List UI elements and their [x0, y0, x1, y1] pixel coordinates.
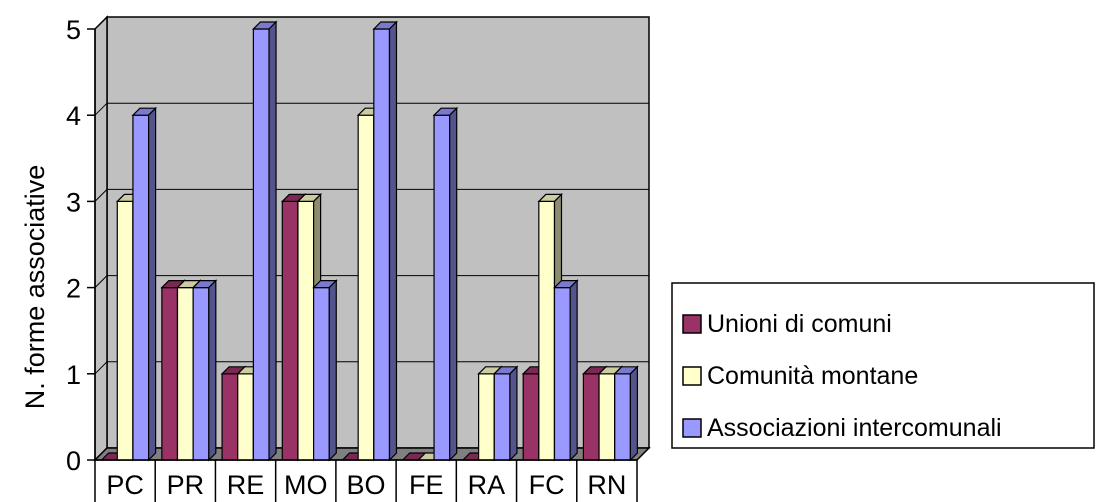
- bar-front: [116, 200, 134, 461]
- bar-side: [569, 279, 578, 462]
- gridline: [94, 361, 649, 375]
- y-tick-label: 5: [66, 15, 81, 45]
- y-axis-title: N. forme associative: [20, 165, 50, 410]
- bar: [312, 279, 338, 462]
- bars: [100, 20, 639, 462]
- y-tick-label: 4: [66, 101, 81, 131]
- gridline: [94, 188, 649, 202]
- bar: [613, 365, 639, 462]
- bar-front: [522, 373, 540, 461]
- bar-front: [161, 287, 179, 461]
- bar-front: [357, 114, 375, 461]
- gridlines: [94, 16, 649, 375]
- legend-label: Comunità montane: [707, 362, 918, 390]
- bar-side: [147, 106, 157, 462]
- bar: [372, 20, 398, 462]
- bar-side: [268, 20, 277, 462]
- bar-side: [208, 279, 217, 462]
- bar: [251, 20, 278, 462]
- bar-front: [553, 287, 571, 461]
- bar-front: [176, 287, 194, 461]
- y-tick-label: 2: [66, 274, 81, 304]
- bar-front: [313, 287, 330, 461]
- legend-swatch: [682, 366, 702, 386]
- legend-box: [671, 282, 1095, 449]
- x-tick-label: RE: [227, 470, 265, 500]
- x-tick-label: MO: [284, 470, 328, 500]
- gridline: [94, 275, 649, 288]
- x-tick-label: BO: [346, 470, 385, 500]
- bar: [432, 106, 459, 462]
- bar-front: [237, 373, 254, 461]
- x-tick-label: PR: [167, 470, 205, 500]
- bar-front: [252, 28, 270, 461]
- bar-side: [388, 20, 398, 462]
- y-tick-label: 3: [66, 187, 81, 217]
- y-tick-labels: 0 1 2 3 4 5: [66, 15, 96, 476]
- side-wall: [94, 15, 108, 462]
- bar-front: [297, 200, 315, 461]
- x-tick-label: PC: [106, 470, 144, 500]
- bar: [131, 106, 158, 462]
- bar-front: [132, 114, 150, 461]
- bar-front: [493, 373, 511, 461]
- x-tick-label: FE: [409, 470, 444, 500]
- legend-label: Unioni di comuni: [707, 310, 892, 338]
- bar-side: [328, 279, 337, 462]
- y-tick-label: 0: [66, 446, 81, 476]
- bar-front: [614, 373, 631, 461]
- x-category-labels: PC PR RE MO BO FE RA FC RN: [94, 459, 638, 502]
- bar: [492, 365, 519, 462]
- bar-front: [582, 373, 600, 461]
- bar-front: [433, 114, 451, 461]
- legend-label: Associazioni intercomunali: [707, 414, 1002, 442]
- bar-front: [478, 373, 495, 461]
- y-tick-label: 1: [66, 360, 81, 390]
- bar-front: [598, 373, 616, 461]
- x-tick-label: RA: [468, 470, 506, 500]
- bar-front: [538, 200, 556, 461]
- gridline: [94, 102, 649, 116]
- bar-front: [221, 373, 239, 461]
- bar: [191, 279, 218, 462]
- bar-front: [192, 287, 210, 461]
- bar-front: [281, 200, 299, 461]
- legend: Unioni di comuni Comunità montane Associaz…: [671, 282, 1095, 449]
- x-tick-label: FC: [529, 470, 565, 500]
- legend-swatch: [682, 314, 702, 334]
- bar-side: [629, 365, 638, 462]
- legend-swatch: [682, 418, 702, 438]
- x-tick-label: RN: [587, 470, 626, 500]
- bar-side: [449, 106, 458, 462]
- bar: [553, 279, 579, 462]
- gridline: [94, 16, 649, 30]
- bar-side: [509, 365, 518, 462]
- bar-front: [373, 28, 391, 461]
